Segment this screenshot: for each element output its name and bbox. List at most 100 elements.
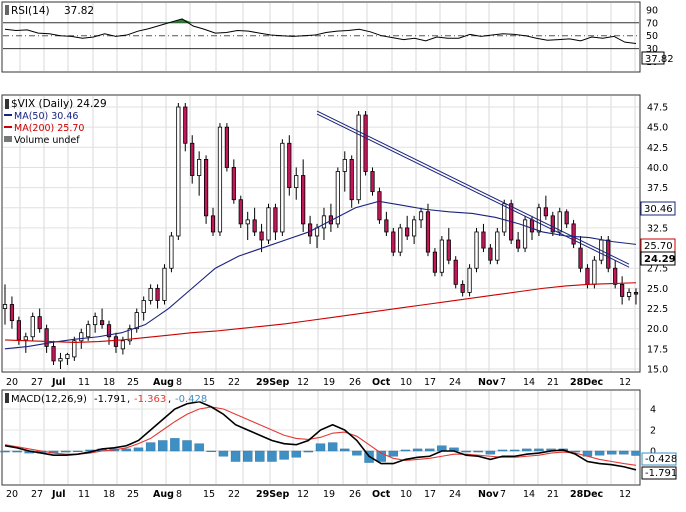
price-tick-label: 42.5 [647, 143, 668, 154]
price-date-label: Oct [372, 377, 391, 388]
ma200-line [4, 282, 637, 343]
price-panel-frame [1, 94, 641, 373]
candle-up [148, 287, 153, 301]
price-tick-label: 15.0 [647, 365, 668, 376]
candle-down [190, 142, 195, 176]
symbol-legend-swatch [5, 99, 9, 109]
macd-histogram-bar [73, 450, 83, 453]
candle-up [280, 142, 285, 233]
candle-down [287, 142, 292, 189]
candle-down [481, 231, 486, 249]
rsi-panel-frame [1, 1, 641, 73]
candle-down [238, 199, 243, 225]
candle-up [335, 171, 340, 225]
candle-down [273, 207, 278, 233]
candle-up [495, 231, 500, 261]
macd-date-label: Oct [372, 489, 391, 500]
candle-up [197, 158, 202, 176]
price-layer [2, 102, 639, 369]
macd-hist-value: -0.428 [175, 394, 207, 405]
macd-date-label: 26 [349, 489, 361, 500]
macd-histogram-bar [340, 448, 350, 452]
candle-up [134, 312, 139, 330]
candle-down [516, 239, 521, 249]
candle-down [425, 211, 431, 253]
price-tick-label: 25.0 [647, 284, 668, 295]
candle-up [79, 332, 84, 342]
macd-date-label: 12 [619, 489, 631, 500]
axis-layer: 907050301047.545.042.540.037.535.032.530… [6, 5, 668, 500]
price-date-label: 18 [103, 377, 115, 388]
candle-down [550, 215, 555, 233]
last-price-badge [640, 251, 676, 266]
price-tick-label: 32.5 [647, 223, 668, 234]
candle-up [245, 219, 250, 225]
candle-up [502, 203, 507, 233]
candle-up [626, 292, 632, 297]
candle-up [467, 267, 472, 293]
macd-histogram-bar [121, 448, 132, 452]
volume-legend: Volume undef [14, 135, 80, 146]
candle-up [169, 235, 174, 269]
macd-date-label: 10 [400, 489, 412, 500]
rsi-tick-label: 30 [646, 44, 658, 55]
ma200-badge-text: 25.70 [644, 241, 673, 252]
price-date-label: 29Sep [256, 377, 290, 388]
macd-date-label: 21 [547, 489, 559, 500]
candle-up [592, 259, 597, 285]
candle-down [543, 207, 548, 217]
candle-up [474, 231, 479, 269]
macd-histogram-bar [594, 450, 605, 456]
resistance-trendline-parallel [316, 113, 630, 268]
macd-hist-badge [641, 452, 677, 466]
candle-down [51, 346, 56, 362]
price-date-label: Jul [51, 377, 66, 388]
candle-up [342, 158, 347, 172]
candle-up [23, 336, 28, 341]
candle-down [453, 259, 458, 285]
macd-histogram-bar [509, 449, 520, 452]
ma200-legend: MA(200) 25.70 [14, 123, 84, 134]
price-tick-label: 45.0 [647, 123, 668, 134]
price-date-label: 7 [500, 377, 506, 388]
rsi-value-badge [641, 51, 665, 65]
macd-histogram-bar [133, 447, 144, 452]
candle-down [183, 106, 188, 144]
candle-down [405, 227, 410, 237]
candle-down [391, 231, 396, 253]
price-date-label: 17 [424, 377, 436, 388]
candle-up [2, 304, 8, 309]
candle-down [529, 219, 535, 233]
macd-histogram-bar [327, 442, 338, 452]
macd-histogram-bar [303, 450, 314, 453]
ma50-line [4, 200, 637, 350]
macd-layer [0, 400, 641, 471]
macd-histogram-bar [534, 448, 544, 452]
candle-up [439, 239, 444, 273]
macd-histogram-bar [182, 440, 192, 452]
macd-signal-line [4, 406, 637, 466]
price-date-label: Aug [153, 377, 174, 388]
rsi-tick-label: 50 [646, 31, 658, 42]
candle-up [176, 106, 181, 237]
candle-down [203, 158, 209, 217]
candle-down [44, 328, 49, 347]
candle-down [106, 324, 112, 338]
price-date-label: 28Dec [570, 377, 603, 388]
rsi-label: RSI(14) [11, 5, 50, 17]
price-date-label: 14 [523, 377, 535, 388]
candle-up [127, 328, 132, 342]
candle-down [384, 219, 389, 233]
macd-date-label: 25 [127, 489, 139, 500]
macd-line [4, 400, 637, 471]
resistance-trendline [316, 110, 630, 265]
macd-date-label: 11 [78, 489, 90, 500]
candle-down [432, 251, 438, 273]
candle-down [307, 223, 313, 237]
rsi-line [4, 18, 637, 44]
ma50-legend: MA(50) 30.46 [14, 111, 78, 122]
candle-up [58, 358, 63, 362]
price-date-label: 25 [127, 377, 139, 388]
price-date-label: 26 [349, 377, 361, 388]
rsi-layer [4, 18, 637, 44]
